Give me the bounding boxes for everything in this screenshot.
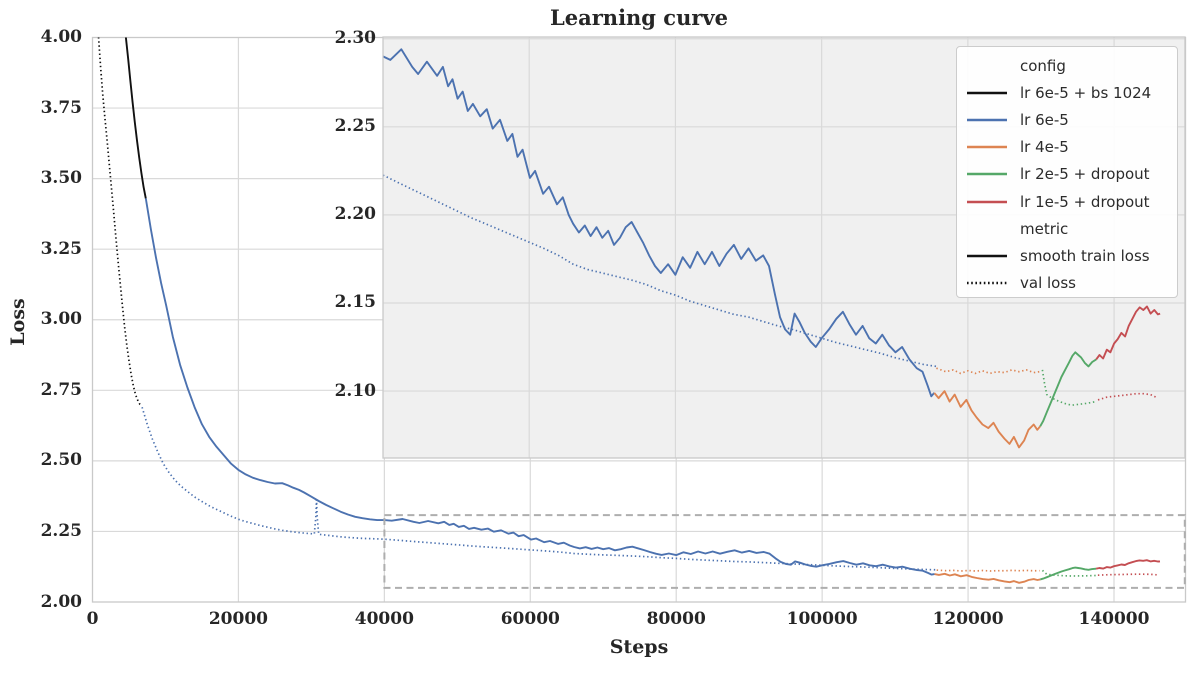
main-x-tick-label: 80000: [646, 609, 706, 629]
inset-y-tick-label: 2.15: [334, 292, 376, 313]
legend-item-label: lr 2e-5 + dropout: [1020, 165, 1150, 184]
legend-item-label: smooth train loss: [1020, 246, 1150, 265]
main-y-tick-label: 3.25: [40, 238, 82, 259]
legend-item-0-4: lr 1e-5 + dropout: [957, 188, 1177, 215]
main-x-tick-label: 20000: [208, 609, 268, 629]
inset-series: [383, 48, 1161, 449]
main-y-tick-label: 3.50: [40, 168, 82, 189]
main-x-tick-label: 120000: [932, 609, 1004, 629]
main-y-tick-label: 3.00: [40, 309, 82, 330]
solid-line-swatch-icon: [966, 144, 1008, 150]
solid-line-swatch-icon: [966, 171, 1008, 177]
main-series: [97, 37, 1161, 584]
legend-section-title-metric: metric: [1020, 219, 1069, 238]
main-y-tick-label: 2.75: [40, 379, 82, 400]
legend-item-label: lr 4e-5: [1020, 138, 1069, 157]
dotted-line-swatch-icon: [966, 280, 1008, 286]
solid-line-swatch-icon: [966, 199, 1008, 205]
legend-item-label: lr 1e-5 + dropout: [1020, 192, 1150, 211]
legend-item-1-1: val loss: [957, 270, 1177, 297]
main-x-tick-label: 100000: [786, 609, 858, 629]
legend-item-0-3: lr 2e-5 + dropout: [957, 161, 1177, 188]
legend-item-0-1: lr 6e-5: [957, 106, 1177, 133]
main-x-tick-label: 40000: [354, 609, 414, 629]
main-y-tick-label: 2.00: [40, 591, 82, 612]
main-x-tick-label: 140000: [1078, 609, 1150, 629]
zoom-region-rect: [383, 514, 1186, 589]
inset-y-tick-label: 2.20: [334, 204, 376, 225]
inset-border: [382, 36, 1186, 459]
main-y-tick-label: 3.75: [40, 97, 82, 118]
legend-section-title-config: config: [1020, 56, 1066, 75]
legend-item-label: lr 6e-5 + bs 1024: [1020, 83, 1152, 102]
main-y-tick-label: 4.00: [40, 27, 82, 47]
legend-item-label: val loss: [1020, 274, 1076, 293]
inset-y-tick-label: 2.25: [334, 116, 376, 137]
legend-item-0-2: lr 4e-5: [957, 134, 1177, 161]
chart-title: Learning curve: [550, 5, 728, 30]
legend-item-0-0: lr 6e-5 + bs 1024: [957, 79, 1177, 106]
inset-y-tick-label: 2.10: [334, 380, 376, 401]
solid-line-swatch-icon: [966, 253, 1008, 259]
legend-item-1-0: smooth train loss: [957, 242, 1177, 269]
main-x-tick-label: 60000: [500, 609, 560, 629]
main-y-tick-label: 2.25: [40, 520, 82, 541]
main-x-tick-label: 0: [86, 609, 99, 629]
solid-line-swatch-icon: [966, 117, 1008, 123]
legend-item-label: lr 6e-5: [1020, 110, 1069, 129]
legend: config lr 6e-5 + bs 1024 lr 6e-5 lr 4e-5 lr …: [956, 46, 1178, 298]
solid-line-swatch-icon: [966, 90, 1008, 96]
main-y-tick-label: 2.50: [40, 450, 82, 471]
inset-y-tick-label: 2.30: [334, 28, 376, 49]
x-axis-label: Steps: [609, 636, 669, 658]
